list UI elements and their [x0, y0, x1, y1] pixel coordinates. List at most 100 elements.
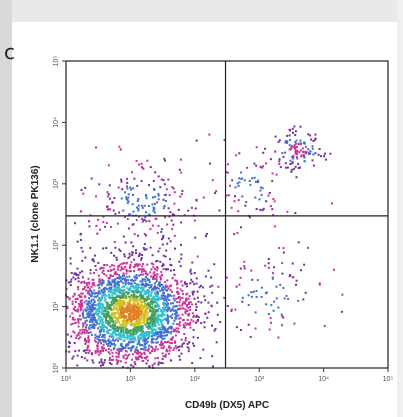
event-dot — [132, 194, 134, 196]
event-dot — [141, 283, 144, 286]
event-dot — [121, 306, 123, 309]
event-dot — [115, 256, 118, 259]
event-dot — [207, 301, 210, 304]
event-dot — [116, 361, 119, 364]
event-dot — [164, 287, 167, 290]
event-dot — [97, 315, 100, 317]
event-dot — [84, 351, 87, 354]
event-dot — [113, 312, 116, 315]
event-dot — [302, 150, 305, 153]
event-dot — [110, 291, 112, 294]
event-dot — [141, 254, 144, 256]
event-dot — [195, 282, 198, 285]
event-dot — [262, 207, 265, 210]
event-dot — [143, 352, 146, 355]
top-bar — [0, 0, 403, 22]
y-tick-label: 10⁰ — [52, 363, 60, 374]
event-dot — [260, 286, 263, 289]
event-dot — [79, 296, 82, 298]
event-dot — [106, 191, 109, 194]
event-dot — [167, 237, 170, 240]
event-dot — [81, 276, 84, 279]
event-dot — [133, 177, 136, 180]
event-dot — [87, 315, 90, 318]
event-dot — [136, 265, 139, 268]
event-dot — [82, 323, 85, 326]
event-dot — [255, 146, 258, 149]
event-dot — [160, 294, 163, 297]
event-dot — [91, 304, 93, 306]
event-dot — [126, 329, 129, 332]
event-dot — [111, 352, 114, 355]
event-dot — [136, 291, 139, 293]
event-dot — [83, 280, 86, 283]
event-dot — [271, 172, 274, 175]
event-dot — [100, 310, 103, 313]
event-dot — [291, 160, 294, 163]
event-dot — [122, 289, 125, 292]
event-dot — [109, 328, 112, 331]
event-dot — [107, 307, 110, 310]
event-dot — [157, 292, 160, 295]
event-dot — [284, 141, 287, 144]
event-dot — [104, 317, 107, 319]
event-dot — [181, 304, 184, 307]
event-dot — [141, 204, 144, 207]
event-dot — [112, 299, 115, 302]
event-dot — [250, 269, 253, 272]
event-dot — [192, 293, 194, 296]
event-dot — [134, 289, 137, 292]
event-dot — [169, 315, 172, 318]
event-dot — [87, 290, 90, 293]
event-dot — [180, 352, 183, 355]
event-dot — [123, 274, 126, 277]
event-dot — [108, 362, 111, 365]
event-dot — [209, 285, 212, 288]
event-dot — [141, 322, 144, 325]
event-dot — [293, 125, 296, 128]
event-dot — [159, 290, 162, 293]
event-dot — [120, 266, 123, 269]
event-dot — [176, 287, 179, 290]
event-dot — [149, 331, 152, 334]
event-dot — [119, 306, 122, 308]
event-dot — [70, 335, 73, 338]
event-dot — [119, 336, 122, 339]
event-dot — [301, 147, 304, 150]
event-dot — [103, 340, 105, 343]
event-dot — [160, 340, 163, 343]
event-dot — [146, 296, 149, 299]
event-dot — [127, 304, 130, 307]
event-dot — [171, 342, 173, 345]
event-dot — [295, 279, 298, 282]
event-dot — [134, 350, 137, 353]
event-dot — [114, 308, 117, 310]
event-dot — [118, 274, 121, 277]
event-dot — [235, 326, 238, 329]
event-dot — [312, 140, 315, 142]
event-dot — [174, 247, 176, 250]
event-dot — [164, 329, 167, 331]
event-dot — [139, 273, 142, 276]
event-dot — [123, 297, 126, 300]
event-dot — [117, 291, 120, 294]
event-dot — [99, 364, 102, 367]
event-dot — [120, 328, 123, 331]
event-dot — [146, 302, 149, 305]
event-dot — [141, 344, 144, 347]
event-dot — [172, 297, 175, 300]
event-dot — [181, 284, 184, 287]
event-dot — [180, 253, 183, 256]
event-dot — [101, 348, 104, 351]
event-dot — [195, 199, 198, 202]
event-dot — [144, 216, 147, 219]
event-dot — [150, 284, 153, 287]
event-dot — [106, 331, 109, 334]
event-dot — [145, 248, 148, 251]
event-dot — [255, 296, 258, 298]
plot-frame — [65, 60, 389, 369]
event-dot — [109, 274, 112, 276]
event-dot — [164, 216, 167, 219]
event-dot — [164, 309, 167, 311]
event-dot — [144, 234, 147, 237]
